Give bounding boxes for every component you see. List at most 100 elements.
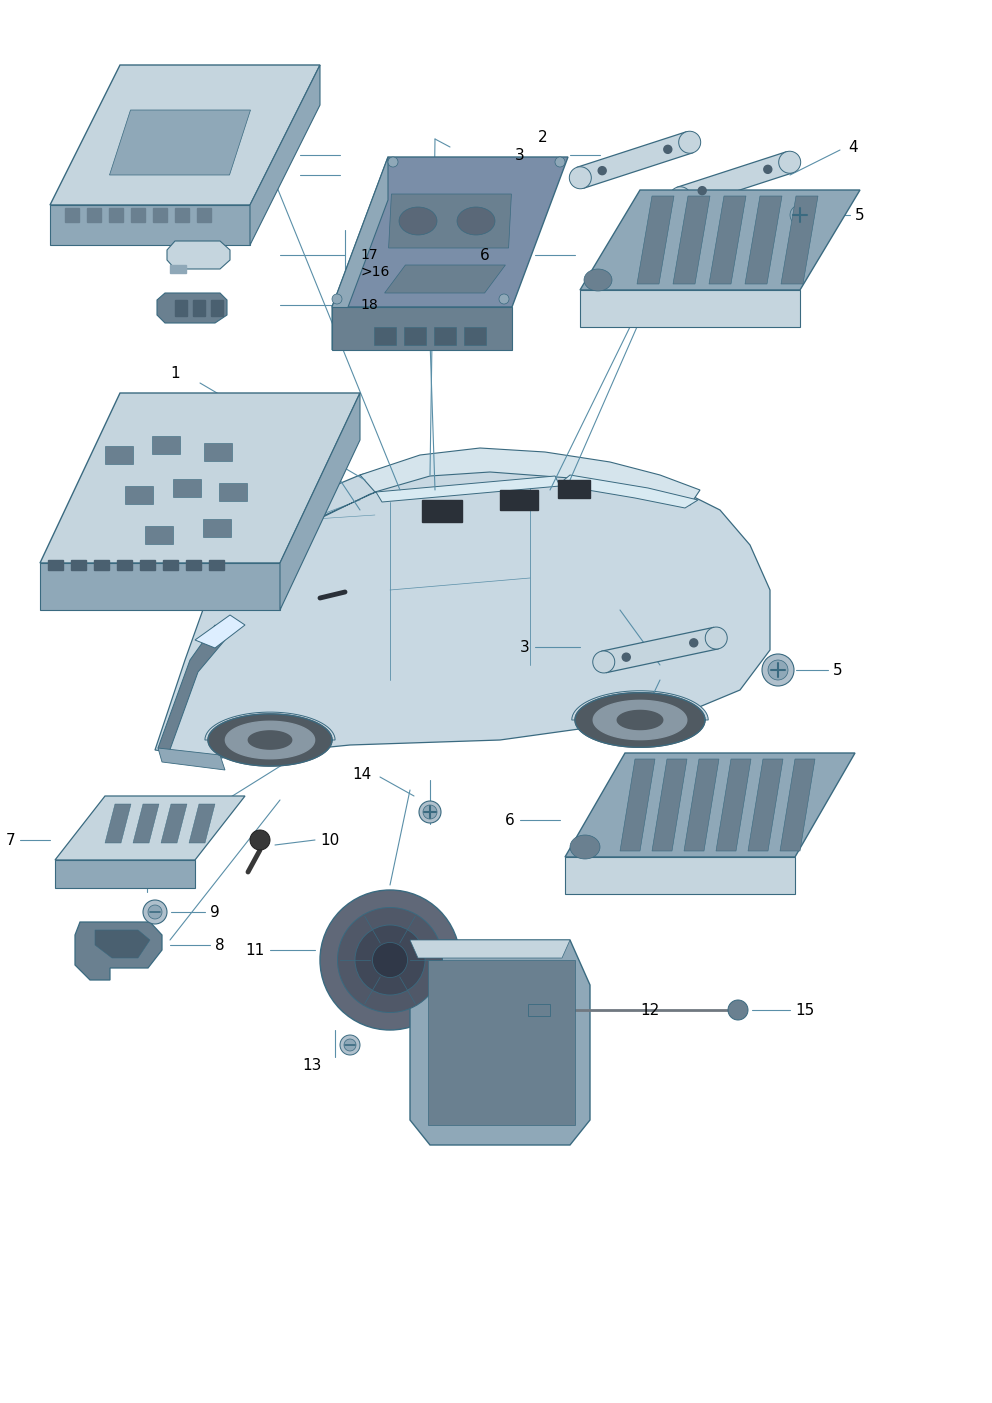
Polygon shape (716, 759, 751, 852)
Circle shape (340, 1035, 360, 1055)
Text: 3: 3 (515, 147, 525, 163)
Ellipse shape (779, 152, 801, 173)
Polygon shape (157, 293, 227, 323)
Polygon shape (208, 714, 332, 766)
Bar (211, 300, 223, 316)
Bar (48, 560, 63, 570)
Circle shape (499, 295, 509, 304)
Ellipse shape (570, 835, 600, 859)
Bar (405, 327, 427, 345)
Polygon shape (428, 960, 575, 1125)
Polygon shape (133, 804, 159, 843)
Polygon shape (40, 563, 280, 610)
Polygon shape (673, 196, 710, 283)
Circle shape (250, 831, 270, 850)
Bar (125, 485, 153, 504)
Polygon shape (55, 796, 245, 860)
Text: 12: 12 (640, 1003, 660, 1017)
Polygon shape (50, 205, 250, 246)
Bar (175, 208, 189, 222)
Circle shape (148, 905, 162, 919)
Text: 6: 6 (505, 812, 515, 828)
Bar (71, 560, 86, 570)
Text: >16: >16 (360, 265, 390, 279)
Ellipse shape (399, 208, 437, 234)
Circle shape (762, 654, 794, 686)
Polygon shape (332, 157, 388, 349)
Text: 5: 5 (855, 208, 865, 223)
Text: 18: 18 (360, 297, 378, 311)
Polygon shape (205, 713, 335, 739)
Circle shape (728, 1000, 748, 1020)
Text: 2: 2 (538, 129, 548, 145)
Bar (152, 436, 181, 455)
Ellipse shape (569, 167, 591, 189)
Circle shape (419, 801, 441, 824)
Text: 17: 17 (360, 248, 378, 262)
Polygon shape (684, 759, 719, 852)
Polygon shape (780, 759, 815, 852)
Polygon shape (617, 710, 663, 730)
Circle shape (373, 943, 408, 978)
Bar (193, 300, 205, 316)
Circle shape (320, 890, 460, 1030)
Polygon shape (260, 492, 376, 549)
Bar (87, 208, 101, 222)
Bar (422, 499, 462, 522)
Bar (153, 208, 167, 222)
Bar (209, 560, 224, 570)
Polygon shape (558, 476, 698, 508)
Polygon shape (620, 759, 655, 852)
Polygon shape (332, 307, 512, 349)
Polygon shape (709, 196, 746, 283)
Circle shape (689, 638, 697, 647)
Polygon shape (580, 189, 860, 290)
Circle shape (764, 166, 772, 174)
Polygon shape (745, 196, 782, 283)
Bar (197, 208, 211, 222)
Polygon shape (40, 393, 360, 563)
Circle shape (790, 205, 810, 224)
Ellipse shape (584, 269, 612, 290)
Text: 5: 5 (833, 662, 842, 678)
Ellipse shape (593, 651, 615, 673)
Text: 9: 9 (210, 905, 220, 919)
Bar (170, 265, 186, 274)
Polygon shape (50, 65, 320, 205)
Bar (173, 478, 201, 497)
Bar (163, 560, 178, 570)
Circle shape (784, 199, 816, 231)
Bar (528, 1005, 550, 1016)
Circle shape (698, 187, 706, 195)
Polygon shape (571, 690, 708, 720)
Circle shape (143, 899, 167, 925)
Text: 14: 14 (353, 766, 372, 781)
Polygon shape (195, 615, 245, 648)
Circle shape (664, 146, 672, 153)
Polygon shape (155, 452, 770, 758)
Polygon shape (161, 804, 187, 843)
Ellipse shape (670, 187, 691, 209)
Polygon shape (385, 265, 505, 293)
Polygon shape (109, 109, 251, 175)
Text: 7: 7 (5, 832, 15, 847)
Text: 10: 10 (320, 832, 339, 847)
Text: 6: 6 (480, 247, 490, 262)
Polygon shape (360, 448, 700, 505)
Polygon shape (748, 759, 783, 852)
Bar (204, 443, 232, 462)
Polygon shape (410, 940, 590, 1145)
Polygon shape (332, 157, 568, 307)
Polygon shape (167, 241, 230, 269)
Bar (558, 480, 590, 498)
Polygon shape (95, 930, 150, 958)
Bar (203, 519, 231, 537)
Polygon shape (389, 194, 512, 248)
Circle shape (555, 157, 565, 167)
Polygon shape (158, 624, 225, 755)
Polygon shape (565, 857, 795, 894)
Polygon shape (250, 65, 320, 246)
Text: 11: 11 (246, 943, 265, 957)
Bar (65, 208, 79, 222)
Polygon shape (781, 196, 818, 283)
